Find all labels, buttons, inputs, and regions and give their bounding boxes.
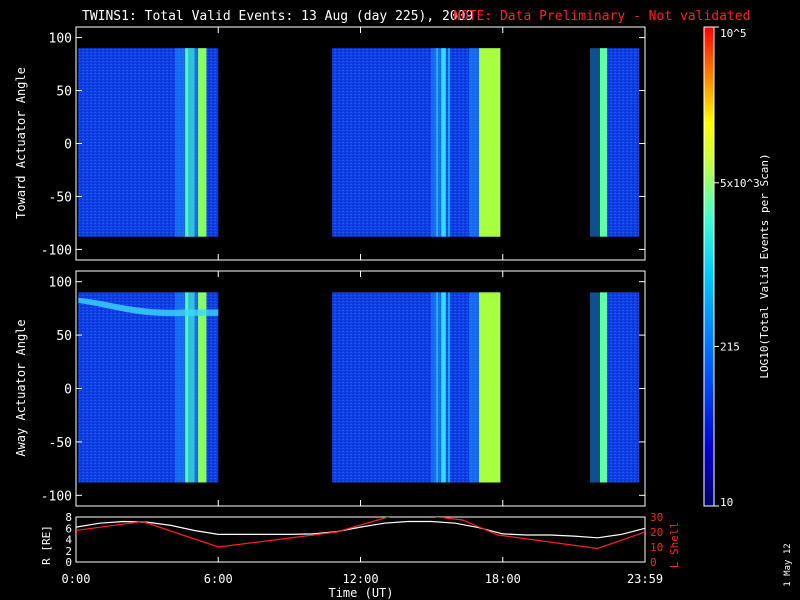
away-heatmap xyxy=(78,292,640,483)
r-tick-label: 6 xyxy=(65,522,72,535)
time-tick-label: 18:00 xyxy=(485,572,521,586)
colorbar-tick-label: 10^5 xyxy=(720,27,747,40)
toward-y-ticks: 100 50 0 -50 -100 xyxy=(41,27,646,260)
bright-band xyxy=(441,48,446,237)
r-axis-label: R [RE] xyxy=(40,525,53,565)
away-y-label: Away Actuator Angle xyxy=(14,319,28,456)
colorbar-tick-label: 5x10^3 xyxy=(720,177,760,190)
y-tick-label: 100 xyxy=(49,276,72,291)
lshell-tick-label: 10 xyxy=(650,541,663,554)
y-tick-label: -50 xyxy=(49,190,72,205)
band-halo xyxy=(175,48,186,237)
band-halo xyxy=(188,292,199,483)
time-tick-label: 23:59 xyxy=(627,572,663,586)
lshell-tick-label: 30 xyxy=(650,511,663,524)
bright-band xyxy=(198,48,207,237)
toward-heatmap xyxy=(78,48,640,237)
y-tick-label: 100 xyxy=(49,32,72,47)
away-arc xyxy=(78,297,219,317)
band-halo xyxy=(469,292,480,483)
colorbar-ticks: 10^5 5x10^3 215 10 xyxy=(714,26,760,509)
streak xyxy=(448,292,450,483)
time-tick-label: 0:00 xyxy=(62,572,91,586)
bright-band xyxy=(479,292,501,483)
time-tick-label: 12:00 xyxy=(342,572,378,586)
away-y-ticks: 100 50 0 -50 -100 xyxy=(41,271,646,506)
lshell-axis-label: L Shell xyxy=(668,522,681,568)
y-tick-label: -100 xyxy=(41,243,72,258)
bright-band xyxy=(599,48,608,237)
y-tick-label: -100 xyxy=(41,489,72,504)
y-tick-label: 50 xyxy=(56,85,72,100)
colorbar-label: LOG10(Total Valid Events per Scan) xyxy=(758,153,771,378)
preliminary-note: NOTE: Data Preliminary - Not validated xyxy=(453,9,750,24)
lshell-tick-label: 20 xyxy=(650,526,663,539)
bright-band xyxy=(198,292,207,483)
lshell-series-line xyxy=(76,517,645,550)
r-tick-label: 4 xyxy=(65,534,72,547)
r-tick-label: 8 xyxy=(65,511,72,524)
figure-title: TWINS1: Total Valid Events: 13 Aug (day … xyxy=(82,9,473,24)
toward-y-label: Toward Actuator Angle xyxy=(14,67,28,219)
streak xyxy=(436,292,438,483)
r-tick-label: 0 xyxy=(65,556,72,569)
streak xyxy=(436,48,438,237)
band-halo xyxy=(188,48,199,237)
y-tick-label: 50 xyxy=(56,329,72,344)
y-tick-label: 0 xyxy=(64,383,72,398)
bright-band xyxy=(441,292,446,483)
bright-band xyxy=(479,48,501,237)
lshell-tick-label: 0 xyxy=(650,556,657,569)
footer-date: 1 May 12 xyxy=(783,543,793,586)
r-series-line xyxy=(76,520,645,539)
time-tick-label: 6:00 xyxy=(204,572,233,586)
colorbar-tick-label: 10 xyxy=(720,496,733,509)
colorbar xyxy=(703,26,715,507)
bright-band xyxy=(599,292,608,483)
band-halo xyxy=(431,292,442,483)
band-halo xyxy=(469,48,480,237)
time-axis-label: Time (UT) xyxy=(328,586,393,600)
y-tick-label: -50 xyxy=(49,436,72,451)
band-halo xyxy=(175,292,186,483)
streak xyxy=(448,48,450,237)
y-tick-label: 0 xyxy=(64,138,72,153)
band-halo xyxy=(589,292,600,483)
colorbar-tick-label: 215 xyxy=(720,340,740,353)
r-tick-label: 2 xyxy=(65,545,72,558)
band-halo xyxy=(589,48,600,237)
band-halo xyxy=(431,48,442,237)
